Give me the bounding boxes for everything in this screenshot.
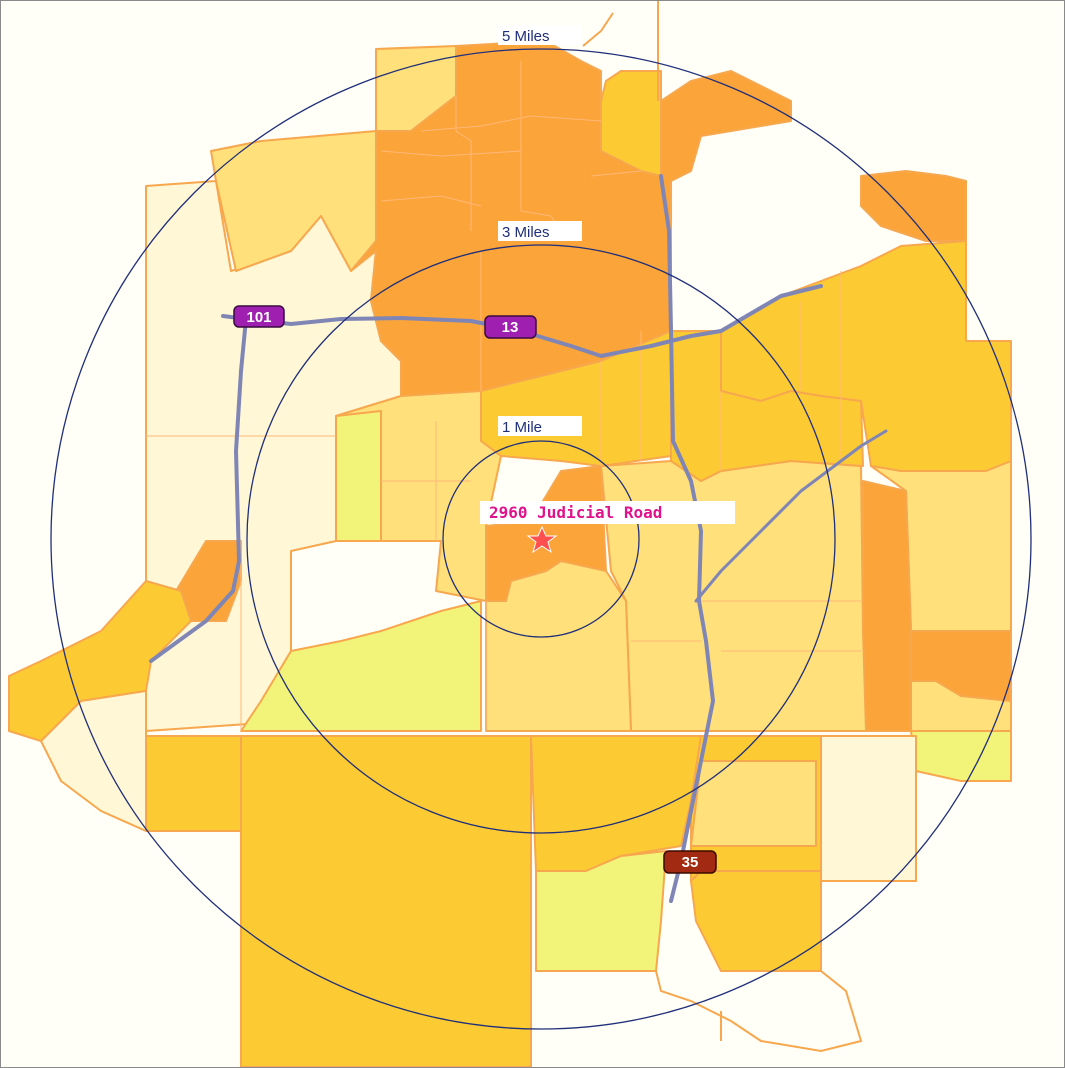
shield-13-label: 13 [502, 319, 519, 336]
location-star-icon[interactable] [526, 525, 558, 554]
address-label: 2960 Judicial Road [489, 503, 662, 522]
ring-3-miles [246, 244, 836, 834]
shield-35-label: 35 [682, 854, 699, 871]
tract-south-center-light [535, 850, 667, 972]
ring-3-label: 3 Miles [502, 224, 550, 241]
shield-13[interactable]: 13 [484, 315, 537, 339]
ring-label-5: 5 Miles [498, 25, 582, 45]
tract-pale-east [910, 730, 1012, 782]
ring-label-3: 3 Miles [498, 221, 582, 241]
tract-pale-south [240, 600, 482, 732]
ring-1-mile [442, 440, 640, 638]
tract-far-west [8, 580, 192, 742]
north-lines [582, 1, 863, 1053]
address-label-box: 2960 Judicial Road [480, 501, 735, 524]
tract-south-west-block [145, 735, 242, 832]
radius-rings [50, 48, 1032, 1030]
tract-south-east-lower [690, 870, 822, 972]
tract-pale-band [335, 410, 382, 542]
ring-5-label: 5 Miles [502, 28, 550, 45]
shield-101-label: 101 [246, 309, 271, 326]
tract-east-dark-strip [862, 480, 912, 732]
tract-northwest [210, 130, 377, 272]
tract-south-east-light [690, 760, 817, 847]
shield-101[interactable]: 101 [233, 305, 285, 328]
ring-label-1: 1 Mile [498, 416, 582, 436]
route-13-road [244, 284, 823, 358]
ring-1-label: 1 Mile [502, 419, 542, 436]
east-connector-road [694, 429, 888, 603]
tract-center-south [485, 560, 632, 732]
route-35-road [659, 174, 715, 903]
tract-south-big [240, 735, 532, 1067]
tract-south-far-east [820, 735, 917, 882]
tract-north-dark [350, 40, 792, 397]
ring-5-miles [50, 48, 1032, 1030]
tract-layer [8, 40, 1012, 1067]
shield-35[interactable]: 35 [663, 850, 717, 874]
tract-north-yellow [600, 70, 662, 177]
